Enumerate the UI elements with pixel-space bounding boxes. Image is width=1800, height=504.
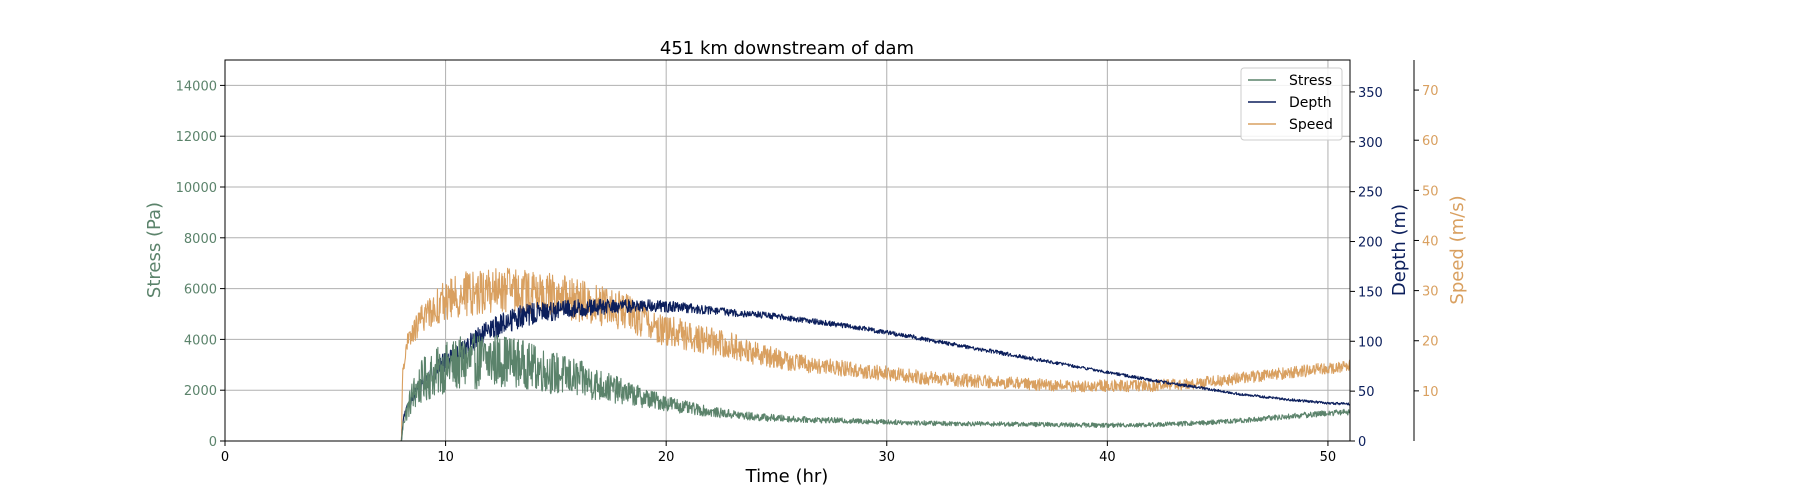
depth-tick-label: 350 xyxy=(1358,86,1383,101)
stress-tick-label: 10000 xyxy=(176,181,217,196)
x-axis-label: Time (hr) xyxy=(745,466,829,487)
plot-frame xyxy=(224,59,1351,442)
series-layer xyxy=(224,267,1351,442)
stress-tick-label: 4000 xyxy=(184,333,217,348)
depth-tick-label: 150 xyxy=(1358,285,1383,300)
depth-tick-label: 0 xyxy=(1358,435,1366,450)
x-tick-label: 0 xyxy=(221,450,229,465)
speed-tick-label: 40 xyxy=(1422,234,1439,249)
x-tick-label: 20 xyxy=(658,450,675,465)
series-line-speed xyxy=(224,267,1351,442)
stress-tick-label: 14000 xyxy=(176,79,217,94)
speed-tick-label: 30 xyxy=(1422,285,1439,300)
stress-tick-label: 12000 xyxy=(176,130,217,145)
depth-tick-label: 100 xyxy=(1358,335,1383,350)
speed-tick-label: 60 xyxy=(1422,134,1439,149)
speed-tick-label: 70 xyxy=(1422,84,1439,99)
depth-tick-label: 300 xyxy=(1358,136,1383,151)
legend-box xyxy=(1240,67,1343,141)
series-line-stress xyxy=(224,333,1351,442)
x-tick-label: 50 xyxy=(1320,450,1337,465)
depth-tick-label: 50 xyxy=(1358,385,1375,400)
speed-tick-label: 20 xyxy=(1422,335,1439,350)
speed-tick-label: 50 xyxy=(1422,184,1439,199)
speed-axis-label: Speed (m/s) xyxy=(1447,195,1468,304)
axes-layer: 0 10 20 30 40 5002000400060008000100001200014… xyxy=(176,60,1439,465)
stress-tick-label: 2000 xyxy=(184,384,217,399)
x-tick-label: 30 xyxy=(878,450,895,465)
legend: Stress Depth Speed xyxy=(1240,67,1343,141)
stress-tick-label: 0 xyxy=(209,435,217,450)
chart-title: 451 km downstream of dam xyxy=(660,38,914,59)
depth-tick-label: 200 xyxy=(1358,236,1383,251)
x-tick-label: 40 xyxy=(1099,450,1116,465)
stress-tick-label: 6000 xyxy=(184,283,217,298)
legend-label-depth: Depth xyxy=(1289,95,1332,111)
depth-axis-label: Depth (m) xyxy=(1389,204,1410,296)
stress-tick-label: 8000 xyxy=(184,232,217,247)
speed-tick-label: 10 xyxy=(1422,385,1439,400)
legend-label-speed: Speed xyxy=(1289,117,1333,133)
stress-axis-label: Stress (Pa) xyxy=(144,202,165,298)
x-tick-label: 10 xyxy=(437,450,454,465)
depth-tick-label: 250 xyxy=(1358,186,1383,201)
legend-label-stress: Stress xyxy=(1289,73,1332,89)
